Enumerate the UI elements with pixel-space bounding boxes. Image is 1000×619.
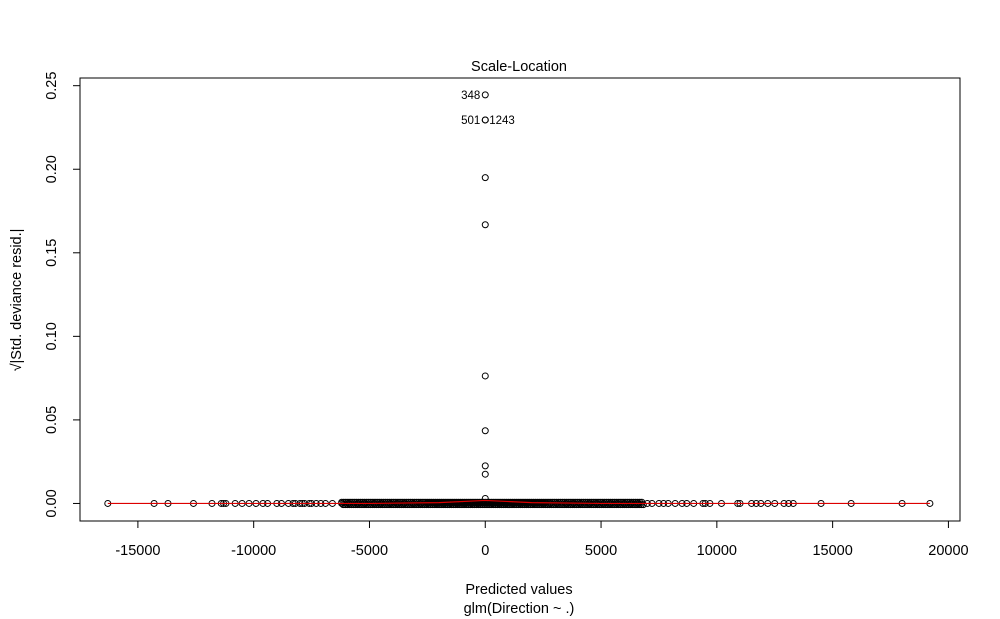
data-point	[481, 494, 489, 502]
point-label: 348	[461, 90, 480, 102]
smoother-line	[107, 499, 930, 505]
data-point	[639, 501, 647, 509]
x-axis: -15000 -10000 -5000 0 5000 10000 15000 20000	[115, 520, 969, 559]
y-tick-label: 0.20	[44, 155, 60, 183]
data-point	[502, 499, 510, 507]
data-point	[495, 499, 503, 507]
data-point	[481, 462, 489, 470]
data-point	[447, 499, 455, 507]
data-point	[481, 116, 489, 124]
data-point	[467, 499, 475, 507]
data-point	[481, 427, 489, 435]
x-tick-label: 5000	[585, 543, 617, 559]
x-tick-label: 20000	[928, 543, 968, 559]
y-tick-label: 0.25	[44, 72, 60, 100]
x-axis-sublabel: glm(Direction ~ .)	[464, 601, 575, 617]
data-point	[481, 174, 489, 182]
smoother-curve	[107, 499, 930, 505]
data-point	[481, 221, 489, 229]
data-point	[530, 499, 538, 507]
y-tick-label: 0.10	[44, 322, 60, 350]
data-point	[433, 499, 441, 507]
data-point	[523, 499, 531, 507]
x-axis-label: Predicted values	[465, 582, 572, 598]
point-label: 501	[461, 115, 480, 127]
plot-frame	[79, 77, 961, 522]
data-point	[539, 499, 547, 507]
data-point	[481, 372, 489, 380]
outlier-labels: 348 501 1243	[461, 90, 515, 127]
data-point	[460, 499, 468, 507]
data-point	[516, 499, 524, 507]
y-axis-label: √|Std. deviance resid.|	[9, 229, 25, 372]
x-tick-label: -15000	[115, 543, 160, 559]
x-tick-label: -5000	[351, 543, 388, 559]
y-tick-label: 0.00	[44, 489, 60, 517]
data-point	[481, 91, 489, 99]
y-axis: 0.00 0.05 0.10 0.15 0.20 0.25	[44, 72, 81, 518]
y-tick-label: 0.15	[44, 239, 60, 267]
y-tick-label: 0.05	[44, 406, 60, 434]
data-point	[481, 470, 489, 478]
data-point	[453, 499, 461, 507]
x-tick-label: 15000	[812, 543, 852, 559]
data-point	[509, 499, 517, 507]
chart-title: Scale-Location	[471, 59, 567, 75]
data-point	[440, 499, 448, 507]
data-point	[423, 499, 431, 507]
x-tick-label: 10000	[697, 543, 737, 559]
x-tick-label: 0	[481, 543, 489, 559]
data-points	[104, 91, 934, 509]
point-label: 1243	[489, 115, 515, 127]
x-tick-label: -10000	[231, 543, 276, 559]
